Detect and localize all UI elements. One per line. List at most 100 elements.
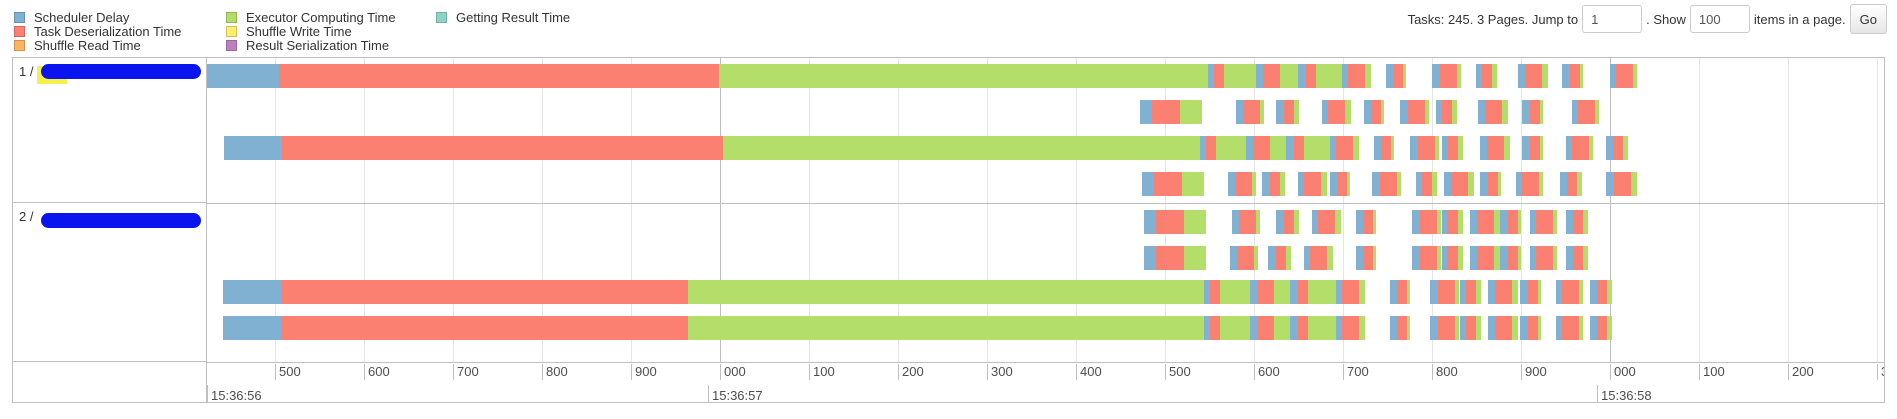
task-bar[interactable] [1330,172,1350,196]
task-bar[interactable] [1560,172,1582,196]
task-bar[interactable] [1566,136,1593,160]
timeline-plot-area[interactable]: 500 600 700 800 900 000 100 200 300 400 500 600 700 8… [207,58,1884,402]
task-bar[interactable] [1412,210,1441,234]
task-bar[interactable] [1236,100,1264,124]
task-bar[interactable] [1298,64,1321,88]
page-jump-input[interactable] [1582,5,1643,33]
task-bar[interactable] [1460,280,1481,304]
task-bar[interactable] [1442,136,1463,160]
task-bar[interactable] [1500,246,1521,270]
task-bar[interactable] [1480,172,1501,196]
task-bar[interactable] [1432,64,1461,88]
page-size-input[interactable] [1689,5,1750,33]
task-bar[interactable] [1412,246,1441,270]
task-bar[interactable] [1208,64,1227,88]
task-bar[interactable] [223,280,1356,304]
task-bar[interactable] [1572,100,1599,124]
task-bar[interactable] [1312,210,1341,234]
task-bar[interactable] [1566,246,1588,270]
task-bar[interactable] [1530,210,1557,234]
task-bar[interactable] [1322,100,1351,124]
task-segment [1397,172,1401,196]
task-bar[interactable] [224,136,1357,160]
task-bar[interactable] [1556,316,1583,340]
task-bar[interactable] [1356,246,1376,270]
task-bar[interactable] [1330,136,1359,160]
task-bar[interactable] [1436,100,1457,124]
task-bar[interactable] [1276,210,1299,234]
task-bar[interactable] [1488,316,1518,340]
task-timeline[interactable]: 1 / 2 / 500 600 700 800 900 000 100 200 300 400 50… [12,57,1885,403]
task-bar[interactable] [1142,172,1204,196]
task-bar[interactable] [1522,136,1543,160]
task-bar[interactable] [1430,280,1459,304]
task-bar[interactable] [1336,316,1365,340]
task-bar[interactable] [1410,136,1439,160]
task-bar[interactable] [1520,280,1541,304]
task-bar[interactable] [1556,280,1583,304]
task-bar[interactable] [1390,280,1410,304]
task-bar[interactable] [1606,136,1628,160]
task-bar[interactable] [1262,172,1285,196]
task-bar[interactable] [1250,280,1278,304]
task-bar[interactable] [1232,210,1260,234]
task-bar[interactable] [1204,316,1223,340]
task-bar[interactable] [1386,64,1406,88]
task-bar[interactable] [1140,100,1202,124]
task-bar[interactable] [1562,64,1583,88]
task-bar[interactable] [1590,280,1612,304]
task-bar[interactable] [1204,280,1223,304]
task-bar[interactable] [1516,172,1543,196]
task-bar[interactable] [1590,316,1612,340]
task-bar[interactable] [1228,172,1256,196]
task-bar[interactable] [1476,64,1497,88]
task-bar[interactable] [1276,100,1299,124]
task-bar[interactable] [1364,100,1384,124]
task-bar[interactable] [1478,100,1508,124]
task-bar[interactable] [1430,316,1459,340]
task-bar[interactable] [1246,136,1274,160]
task-bar[interactable] [1610,64,1637,88]
task-bar[interactable] [1200,136,1219,160]
task-bar[interactable] [1530,246,1557,270]
task-bar[interactable] [1144,246,1206,270]
task-bar[interactable] [1144,210,1206,234]
task-bar[interactable] [1304,246,1333,270]
task-bar[interactable] [1470,210,1500,234]
task-bar[interactable] [1488,280,1518,304]
task-bar[interactable] [223,316,1356,340]
task-bar[interactable] [1230,246,1258,270]
task-bar[interactable] [1520,316,1541,340]
task-bar[interactable] [1342,64,1371,88]
task-bar[interactable] [1250,316,1278,340]
task-bar[interactable] [1518,64,1548,88]
go-button[interactable]: Go [1849,4,1887,34]
task-bar[interactable] [1290,316,1313,340]
task-bar[interactable] [1400,100,1429,124]
task-bar[interactable] [1606,172,1637,196]
task-bar[interactable] [1470,246,1500,270]
task-bar[interactable] [1374,136,1394,160]
task-bar[interactable] [1290,280,1313,304]
task-segment [1530,210,1536,234]
task-bar[interactable] [1336,280,1365,304]
task-bar[interactable] [1416,172,1437,196]
task-bar[interactable] [1442,210,1463,234]
task-bar[interactable] [1522,100,1543,124]
task-bar[interactable] [1460,316,1481,340]
task-bar[interactable] [1256,64,1284,88]
task-bar[interactable] [1500,210,1521,234]
task-bar[interactable] [1480,136,1510,160]
task-bar[interactable] [1566,210,1588,234]
task-bar[interactable] [1442,246,1463,270]
task-bar[interactable] [1268,246,1291,270]
timeline-group-labels: 1 / 2 / [13,58,207,402]
task-bar[interactable] [1298,172,1327,196]
task-bar[interactable] [1444,172,1474,196]
task-bar[interactable] [1286,136,1309,160]
task-bar[interactable] [1356,210,1376,234]
task-segment [1342,316,1359,340]
task-bar[interactable] [207,64,1353,88]
task-bar[interactable] [1390,316,1410,340]
task-bar[interactable] [1372,172,1401,196]
